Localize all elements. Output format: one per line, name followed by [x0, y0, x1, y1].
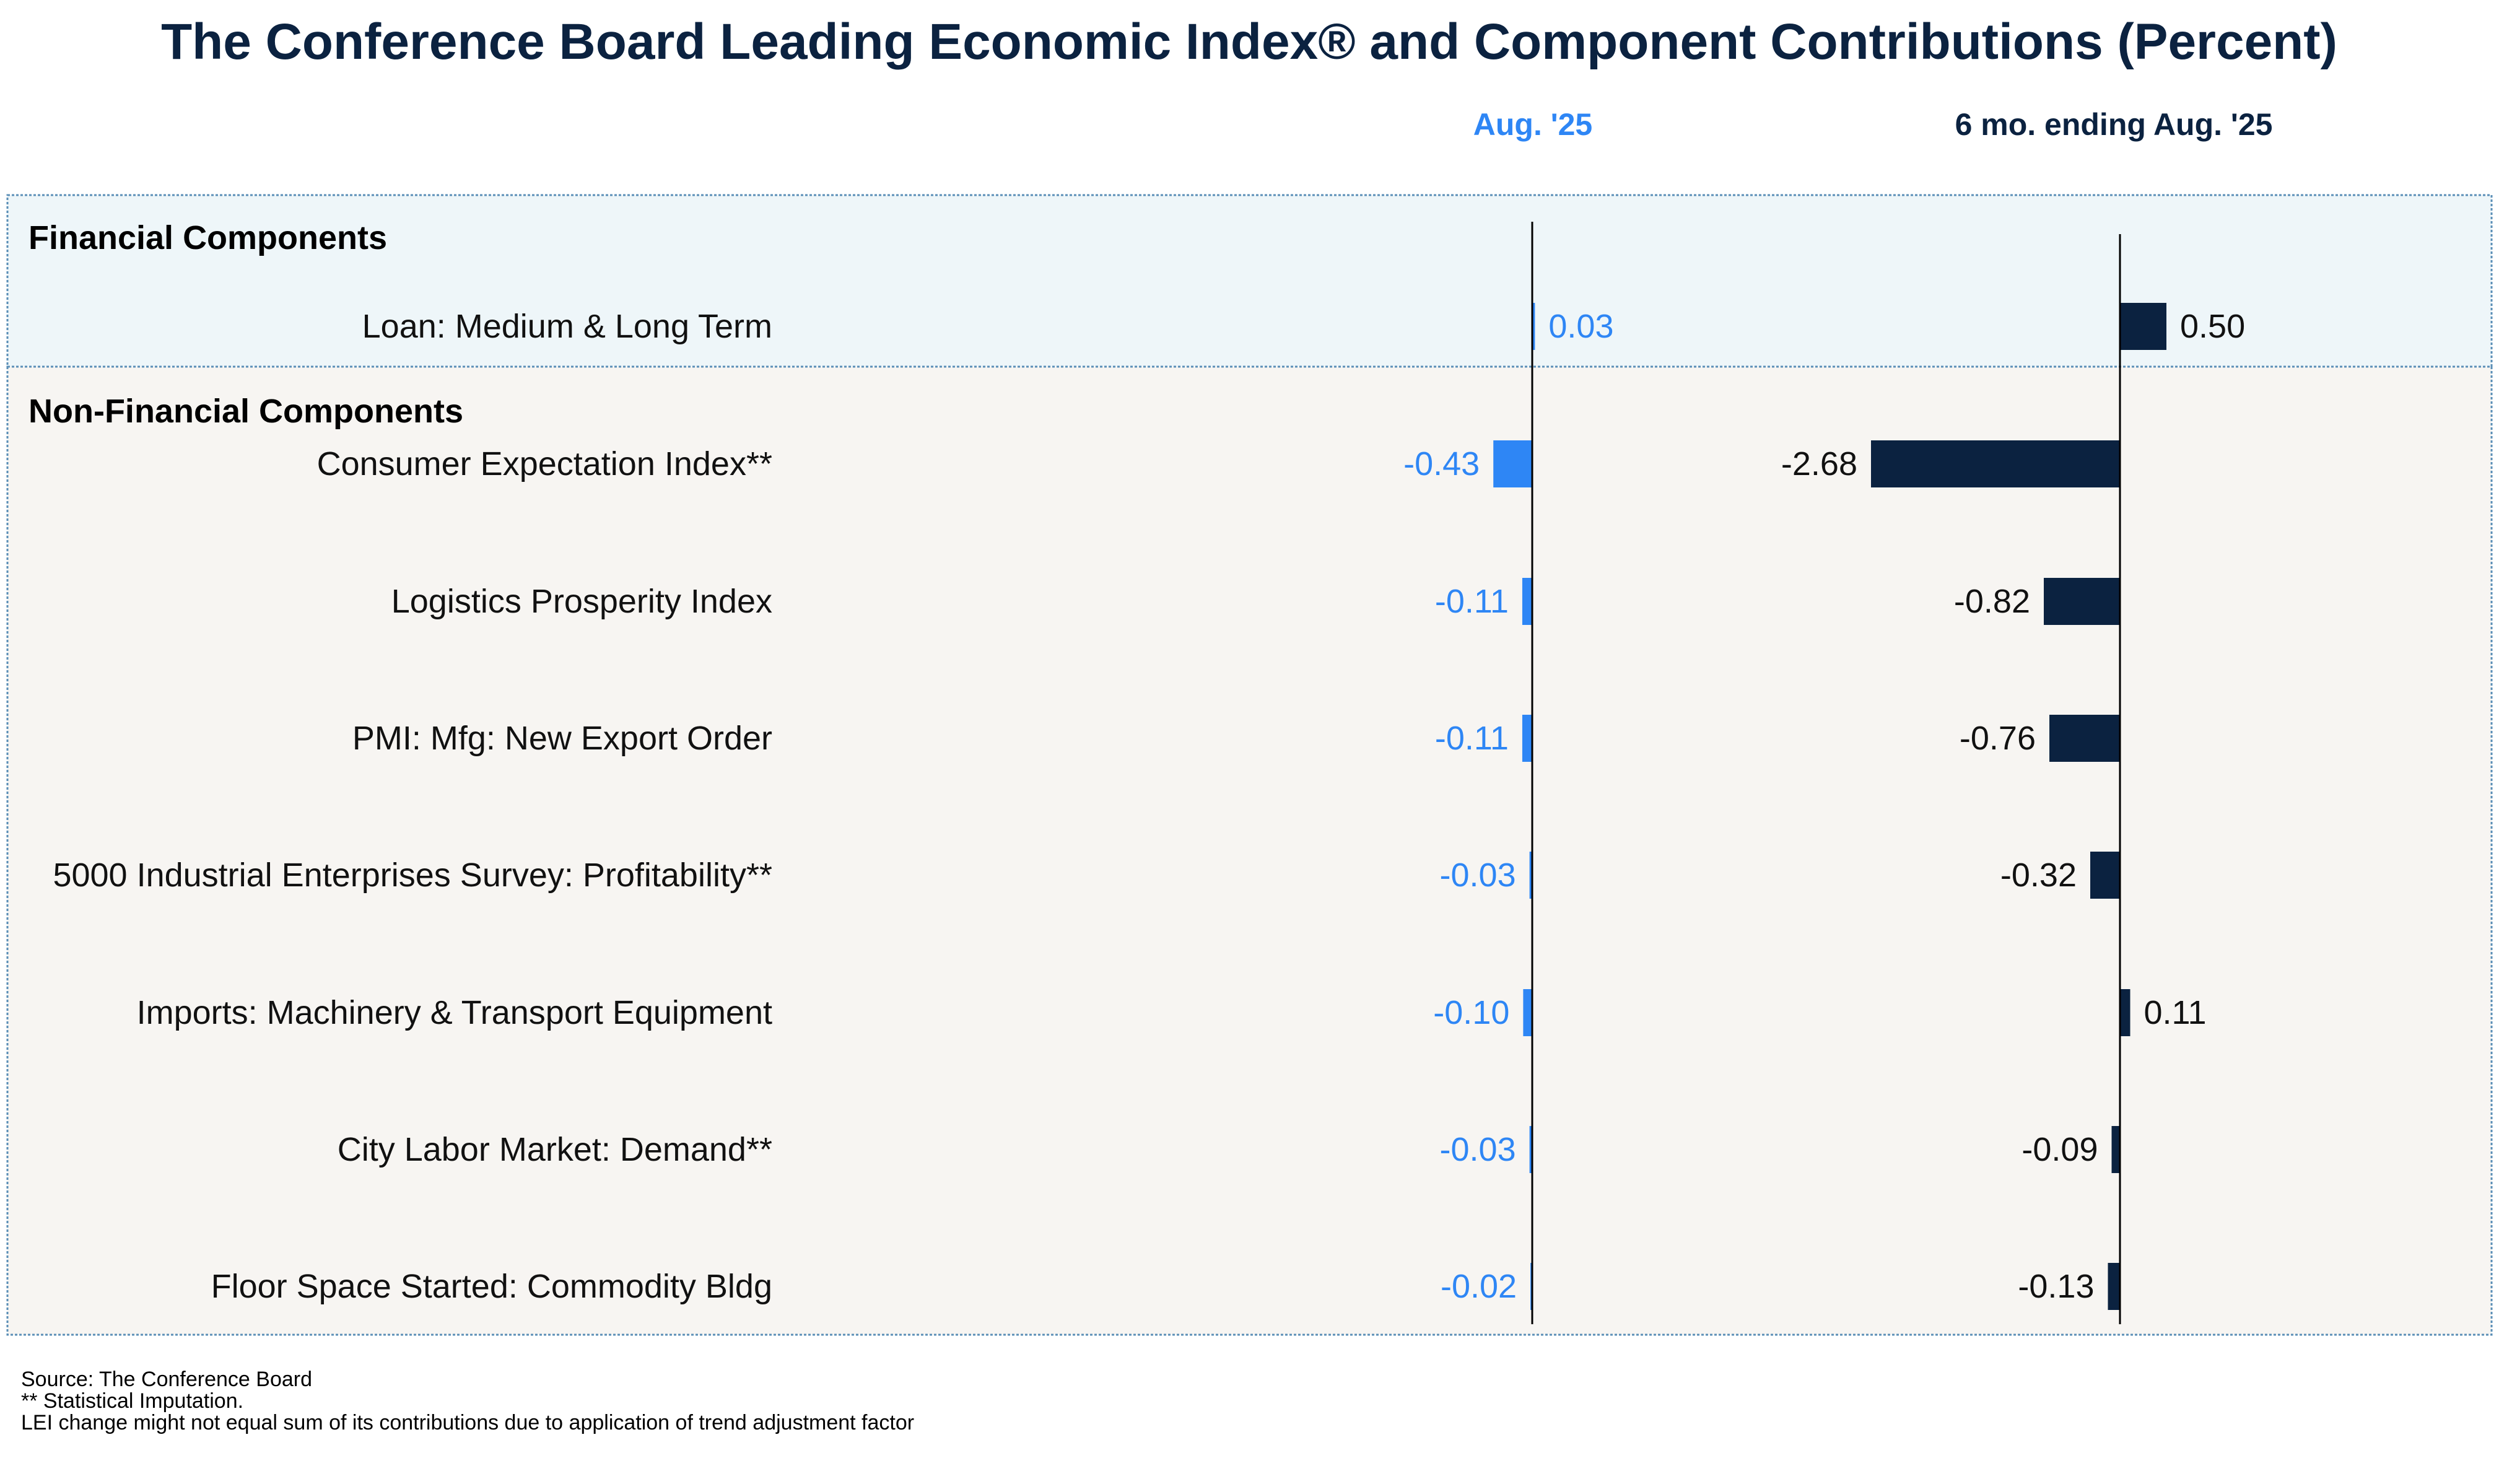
- value-label-6-mo-ending-aug-25-pmi-mfg-new-export-order: -0.76: [1960, 720, 2036, 757]
- bar-6-mo-ending-aug-25-logistics-prosperity-index: [2044, 578, 2120, 625]
- value-label-aug-25-pmi-mfg-new-export-order: -0.11: [1435, 720, 1509, 757]
- group-label-financial-components: Financial Components: [28, 219, 387, 256]
- trend-adjustment-note: LEI change might not equal sum of its co…: [21, 1411, 914, 1434]
- category-label-consumer-expectation-index: Consumer Expectation Index**: [317, 445, 772, 482]
- value-label-6-mo-ending-aug-25-consumer-expectation-index: -2.68: [1781, 445, 1857, 482]
- value-label-aug-25-floor-space-started-commodity-bldg: -0.02: [1441, 1268, 1517, 1305]
- bar-6-mo-ending-aug-25-pmi-mfg-new-export-order: [2049, 715, 2120, 762]
- bar-6-mo-ending-aug-25-consumer-expectation-index: [1871, 440, 2120, 487]
- source-note: Source: The Conference Board: [21, 1368, 312, 1391]
- category-label-5000-industrial-enterprises-survey-profitability: 5000 Industrial Enterprises Survey: Prof…: [53, 857, 772, 894]
- bar-aug-25-consumer-expectation-index: [1493, 440, 1532, 487]
- bar-6-mo-ending-aug-25-loan-medium-long-term: [2120, 303, 2166, 350]
- column-header-aug-25: Aug. '25: [1473, 107, 1592, 142]
- category-label-loan-medium-long-term: Loan: Medium & Long Term: [362, 308, 772, 345]
- footnotes: Source: The Conference Board ** Statisti…: [21, 1368, 914, 1434]
- category-label-logistics-prosperity-index: Logistics Prosperity Index: [391, 583, 772, 620]
- column-header-6mo-ending-aug-25: 6 mo. ending Aug. '25: [1955, 107, 2273, 142]
- bar-6-mo-ending-aug-25-imports-machinery-transport-equipment: [2120, 989, 2130, 1036]
- bar-aug-25-pmi-mfg-new-export-order: [1522, 715, 1532, 762]
- chart-title: The Conference Board Leading Economic In…: [161, 14, 2337, 70]
- value-label-aug-25-loan-medium-long-term: 0.03: [1548, 308, 1613, 345]
- bar-aug-25-imports-machinery-transport-equipment: [1523, 989, 1532, 1036]
- category-label-pmi-mfg-new-export-order: PMI: Mfg: New Export Order: [352, 720, 772, 757]
- category-label-floor-space-started-commodity-bldg: Floor Space Started: Commodity Bldg: [211, 1268, 772, 1305]
- value-label-6-mo-ending-aug-25-imports-machinery-transport-equipment: 0.11: [2144, 994, 2207, 1031]
- panel-financial-components: [6, 194, 2493, 368]
- bar-aug-25-logistics-prosperity-index: [1522, 578, 1532, 625]
- value-label-6-mo-ending-aug-25-floor-space-started-commodity-bldg: -0.13: [2018, 1268, 2094, 1305]
- value-label-aug-25-logistics-prosperity-index: -0.11: [1435, 583, 1509, 620]
- value-label-aug-25-imports-machinery-transport-equipment: -0.10: [1433, 994, 1509, 1031]
- group-label-non-financial-components: Non-Financial Components: [28, 393, 463, 430]
- panel-non-financial-components: [6, 365, 2493, 1336]
- value-label-6-mo-ending-aug-25-logistics-prosperity-index: -0.82: [1954, 583, 2030, 620]
- category-label-city-labor-market-demand: City Labor Market: Demand**: [338, 1131, 772, 1168]
- imputation-note: ** Statistical Imputation.: [21, 1389, 243, 1413]
- value-label-aug-25-city-labor-market-demand: -0.03: [1440, 1131, 1516, 1168]
- chart-marks: Loan: Medium & Long Term Consumer Expecta…: [53, 222, 2245, 1324]
- value-label-aug-25-5000-industrial-enterprises-survey-profitability: -0.03: [1440, 857, 1516, 894]
- bar-6-mo-ending-aug-25-5000-industrial-enterprises-survey-profitability: [2090, 852, 2120, 899]
- bar-6-mo-ending-aug-25-city-labor-market-demand: [2111, 1126, 2120, 1173]
- value-label-6-mo-ending-aug-25-5000-industrial-enterprises-survey-profitability: -0.32: [2000, 857, 2077, 894]
- bar-aug-25-5000-industrial-enterprises-survey-profitability: [1529, 852, 1532, 899]
- category-label-imports-machinery-transport-equipment: Imports: Machinery & Transport Equipment: [137, 994, 772, 1031]
- bar-aug-25-city-labor-market-demand: [1529, 1126, 1532, 1173]
- value-label-aug-25-consumer-expectation-index: -0.43: [1403, 445, 1480, 482]
- value-label-6-mo-ending-aug-25-loan-medium-long-term: 0.50: [2180, 308, 2245, 345]
- group-panels: Financial Components Non-Financial Compon…: [6, 194, 2493, 1336]
- value-label-6-mo-ending-aug-25-city-labor-market-demand: -0.09: [2021, 1131, 2098, 1168]
- bar-aug-25-loan-medium-long-term: [1532, 303, 1535, 350]
- bar-6-mo-ending-aug-25-floor-space-started-commodity-bldg: [2108, 1263, 2120, 1310]
